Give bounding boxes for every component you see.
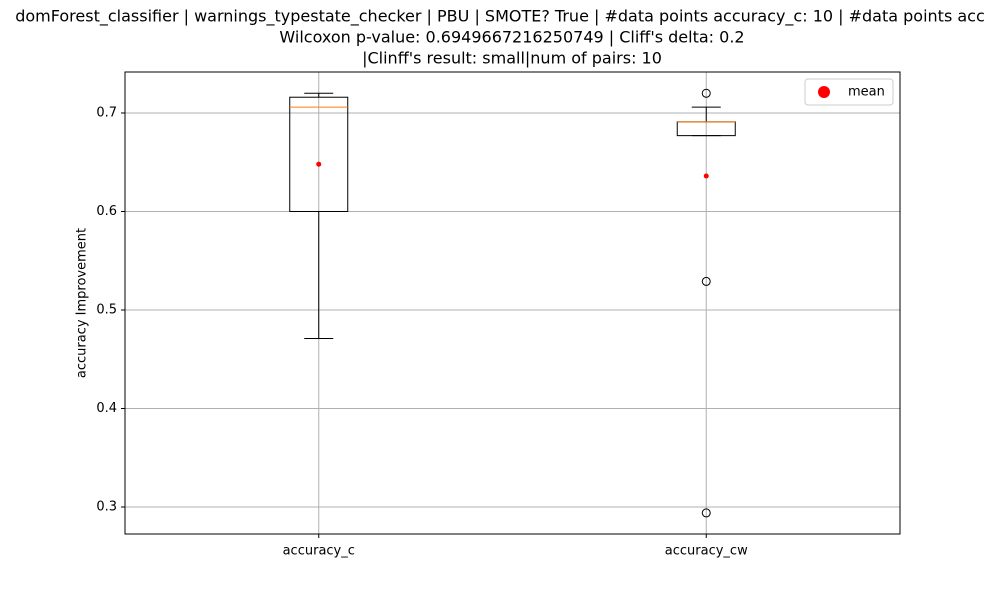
chart-title-line: |Clinff's result: small|num of pairs: 10 xyxy=(362,49,662,68)
y-tick-label: 0.3 xyxy=(96,500,117,515)
box xyxy=(289,96,349,212)
mean-marker xyxy=(316,161,322,167)
mean-marker xyxy=(703,173,709,179)
outlier xyxy=(701,276,711,286)
y-tick-label: 0.5 xyxy=(96,302,117,317)
chart-title-line: Wilcoxon p-value: 0.6949667216250749 | C… xyxy=(279,28,744,47)
y-tick-label: 0.7 xyxy=(96,105,117,120)
chart-title-line: domForest_classifier | warnings_typestat… xyxy=(15,7,985,27)
legend-marker xyxy=(818,86,830,98)
x-tick-label: accuracy_c xyxy=(283,544,355,559)
legend-box xyxy=(804,78,894,106)
outlier xyxy=(701,508,711,518)
outlier xyxy=(701,88,711,98)
y-tick-label: 0.4 xyxy=(96,401,117,416)
y-axis-label: accuracy Improvement xyxy=(75,228,90,378)
x-tick-label: accuracy_cw xyxy=(665,544,748,559)
legend-label: mean xyxy=(848,85,885,100)
plot-frame xyxy=(124,71,901,535)
y-tick-label: 0.6 xyxy=(96,204,117,219)
